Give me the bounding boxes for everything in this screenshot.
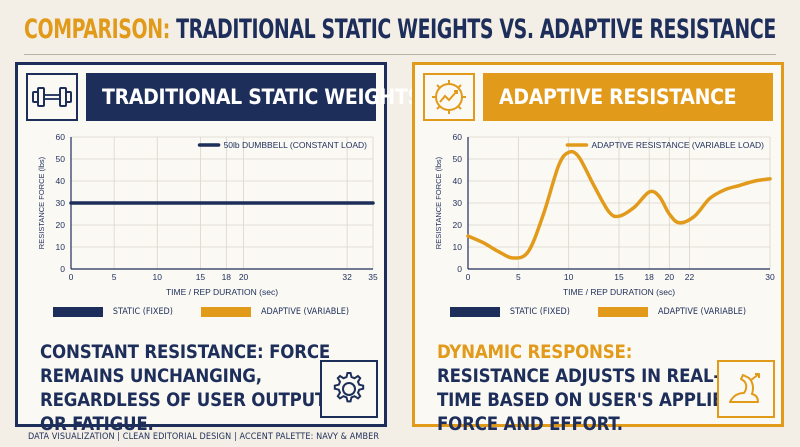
chart-legend-label: ADAPTIVE RESISTANCE (VARIABLE LOAD) — [591, 140, 764, 150]
x-tick-label: 0 — [69, 272, 74, 282]
title-divider — [24, 54, 776, 55]
y-tick-label: 40 — [56, 176, 66, 186]
legend-label-adaptive: ADAPTIVE (VARIABLE) — [260, 307, 350, 317]
static-description-keyword: CONSTANT RESISTANCE: — [40, 342, 264, 363]
y-tick-label: 30 — [56, 198, 66, 208]
y-tick-label: 60 — [56, 132, 66, 142]
adaptive-description: DYNAMIC RESPONSE: RESISTANCE ADJUSTS IN … — [437, 341, 737, 437]
title-prefix: COMPARISON: — [24, 14, 170, 45]
x-tick-label: 0 — [466, 272, 471, 282]
x-tick-label: 15 — [196, 272, 206, 282]
x-tick-label: 18 — [222, 272, 232, 282]
adaptive-panel-heading: ADAPTIVE RESISTANCE — [483, 73, 773, 121]
y-tick-label: 0 — [457, 264, 462, 274]
y-tick-label: 20 — [453, 220, 463, 230]
y-tick-label: 50 — [453, 154, 463, 164]
adaptive-description-text: RESISTANCE ADJUSTS IN REAL-TIME BASED ON… — [437, 366, 737, 435]
y-tick-label: 10 — [56, 242, 66, 252]
footer-note: DATA VISUALIZATION | CLEAN EDITORIAL DES… — [28, 432, 380, 442]
static-panel-legend: STATIC (FIXED) ADAPTIVE (VARIABLE) — [18, 307, 384, 317]
static-description-text: FORCE REMAINS UNCHANGING, REGARDLESS OF … — [40, 342, 331, 435]
flexed-arm-icon — [717, 360, 775, 418]
adaptive-gear-chart-icon — [423, 73, 475, 121]
title-rest: TRADITIONAL STATIC WEIGHTS VS. ADAPTIVE … — [176, 14, 776, 45]
legend-label-static: STATIC (FIXED) — [112, 307, 173, 317]
y-tick-label: 40 — [453, 176, 463, 186]
static-panel-heading: TRADITIONAL STATIC WEIGHTS — [86, 73, 421, 121]
x-axis-label: TIME / REP DURATION (sec) — [563, 287, 675, 297]
x-tick-label: 22 — [685, 272, 695, 282]
x-tick-label: 30 — [765, 272, 775, 282]
gear-icon — [320, 360, 378, 418]
legend-label-static: STATIC (FIXED) — [509, 307, 570, 317]
x-tick-label: 18 — [644, 272, 654, 282]
adaptive-panel-legend: STATIC (FIXED) ADAPTIVE (VARIABLE) — [415, 307, 781, 317]
y-axis-label: RESISTANCE FORCE (lbs) — [37, 156, 46, 249]
legend-swatch-static — [449, 307, 500, 317]
x-tick-label: 20 — [665, 272, 675, 282]
y-tick-label: 60 — [453, 132, 463, 142]
y-tick-label: 20 — [56, 220, 66, 230]
legend-swatch-static — [52, 307, 103, 317]
y-tick-label: 10 — [453, 242, 463, 252]
series-line — [466, 149, 772, 260]
y-tick-label: 50 — [56, 154, 66, 164]
static-chart: 0 10 20 30 40 50 60 0 5 10 15 18 20 32 35 TIME / REP DU… — [37, 132, 378, 297]
legend-swatch-adaptive — [200, 307, 251, 317]
y-tick-label: 0 — [60, 264, 65, 274]
legend-swatch-adaptive — [597, 307, 648, 317]
legend-label-adaptive: ADAPTIVE (VARIABLE) — [657, 307, 747, 317]
adaptive-panel: ADAPTIVE RESISTANCE 0 10 20 30 40 50 60 0 5 10 15 1… — [412, 62, 784, 435]
x-tick-label: 5 — [112, 272, 117, 282]
x-tick-label: 32 — [342, 272, 352, 282]
x-tick-label: 10 — [564, 272, 574, 282]
chart-legend-label: 50lb DUMBBELL (CONSTANT LOAD) — [224, 140, 368, 150]
static-description: CONSTANT RESISTANCE: FORCE REMAINS UNCHA… — [40, 341, 340, 437]
x-tick-label: 5 — [516, 272, 521, 282]
x-tick-label: 15 — [614, 272, 624, 282]
dumbbell-icon — [26, 73, 78, 121]
y-tick-label: 30 — [453, 198, 463, 208]
adaptive-description-keyword: DYNAMIC RESPONSE: — [437, 342, 633, 363]
static-panel: TRADITIONAL STATIC WEIGHTS 0 10 20 30 40 50 60… — [15, 62, 421, 435]
x-tick-label: 20 — [239, 272, 249, 282]
y-axis-label: RESISTANCE FORCE (lbs) — [434, 156, 443, 249]
x-tick-label: 35 — [368, 272, 378, 282]
x-axis-label: TIME / REP DURATION (sec) — [166, 287, 278, 297]
x-tick-label: 10 — [153, 272, 163, 282]
page-title: COMPARISON: TRADITIONAL STATIC WEIGHTS V… — [24, 14, 776, 45]
adaptive-chart: 0 10 20 30 40 50 60 0 5 10 15 18 20 22 30 TIME / REP DU… — [434, 132, 775, 297]
